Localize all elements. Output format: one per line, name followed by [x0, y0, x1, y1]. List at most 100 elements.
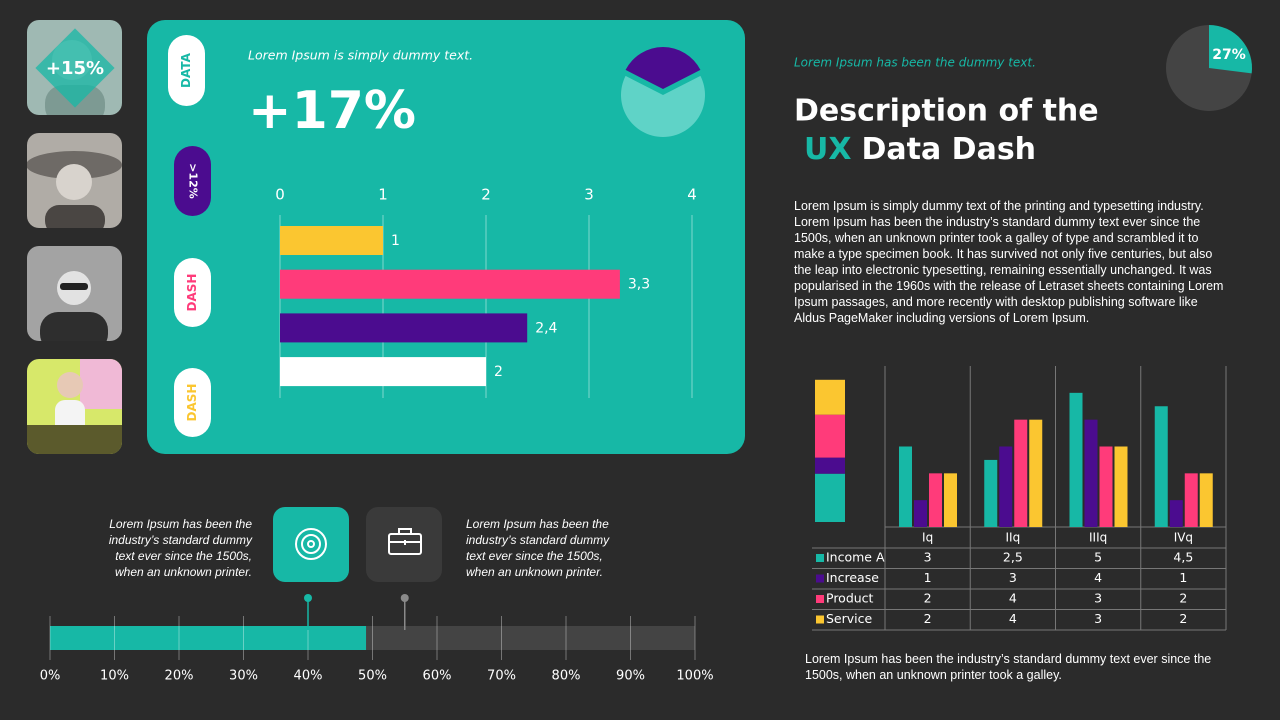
- bar: [944, 473, 957, 527]
- donut-slice: [1209, 25, 1252, 74]
- value-label: 3,3: [628, 277, 650, 293]
- photo: [27, 246, 122, 341]
- title: Description of the: [794, 94, 1099, 129]
- table-value: 2: [1179, 611, 1187, 626]
- panel-subtitle: Lorem Ipsum is simply dummy text.: [248, 48, 473, 63]
- stack-segment: [815, 473, 845, 522]
- x-tick-label: 0: [275, 186, 285, 204]
- title-highlight: UX: [804, 132, 852, 167]
- x-tick-label: 2: [481, 186, 491, 204]
- x-tick-label: 1: [378, 186, 388, 204]
- table-value: 4: [1094, 570, 1102, 585]
- tab: [168, 35, 205, 106]
- tab: [174, 258, 211, 327]
- icon-box[interactable]: [273, 507, 349, 582]
- progress-fill: [50, 626, 367, 650]
- legend-label: Increase: [826, 570, 879, 585]
- x-tick-label: 100%: [676, 669, 713, 684]
- tab: [174, 368, 211, 437]
- table-value: 3: [924, 550, 932, 565]
- body-text: Lorem Ipsum is simply dummy text of the …: [794, 199, 1224, 325]
- bar: [984, 459, 998, 527]
- x-tick-label: 60%: [423, 669, 452, 684]
- bar: [999, 446, 1013, 527]
- x-tick-label: 0%: [40, 669, 61, 684]
- tab-label: >12%: [187, 163, 200, 199]
- table-value: 3: [1094, 611, 1102, 626]
- tagline: Lorem Ipsum has been the dummy text.: [794, 56, 1036, 70]
- bar: [280, 357, 486, 387]
- briefcase-icon: [388, 528, 422, 555]
- x-tick-label: 40%: [294, 669, 323, 684]
- title: UX Data Dash: [804, 132, 1036, 167]
- target-icon: [295, 528, 327, 560]
- tab-label: DASH: [185, 384, 199, 422]
- bar: [1029, 419, 1043, 527]
- x-tick-label: IIq: [1006, 531, 1021, 545]
- value-label: 1: [391, 233, 400, 249]
- value-label: 2,4: [535, 320, 557, 336]
- note: Lorem Ipsum has been the industry’s stan…: [108, 517, 252, 579]
- table-value: 2: [924, 611, 932, 626]
- x-tick-label: 30%: [229, 669, 258, 684]
- bar: [1199, 473, 1213, 527]
- table-value: 1: [1179, 570, 1187, 585]
- legend-swatch: [816, 615, 824, 624]
- bar: [280, 226, 383, 255]
- table-value: 5: [1094, 550, 1102, 565]
- x-tick-label: Iq: [922, 531, 933, 545]
- photo-badge: +15%: [46, 58, 104, 79]
- bar: [1114, 446, 1128, 527]
- footnote: Lorem Ipsum has been the industry’s stan…: [805, 652, 1212, 682]
- stack-segment: [815, 379, 845, 415]
- x-tick-label: IIIq: [1089, 531, 1107, 545]
- bar: [1099, 446, 1113, 527]
- legend-swatch: [816, 554, 824, 562]
- legend-label: Income A: [826, 550, 885, 565]
- table-value: 2,5: [1003, 550, 1023, 565]
- marker-dot: [304, 594, 312, 602]
- x-tick-label: IVq: [1174, 531, 1193, 545]
- pie-slice: [625, 46, 701, 89]
- table-value: 4,5: [1173, 550, 1193, 565]
- photo: [27, 133, 122, 228]
- table-value: 3: [1009, 570, 1017, 585]
- bar: [1014, 419, 1028, 527]
- stack-segment: [815, 414, 845, 458]
- tab-label: DASH: [185, 274, 199, 312]
- table-value: 2: [1179, 591, 1187, 606]
- x-tick-label: 20%: [165, 669, 194, 684]
- tab: [174, 146, 211, 216]
- photo: +15%: [27, 20, 122, 115]
- stack-segment: [815, 457, 845, 474]
- table-value: 4: [1009, 591, 1017, 606]
- bar: [914, 500, 927, 527]
- bar: [899, 446, 912, 527]
- panel: [147, 20, 745, 454]
- x-tick-label: 80%: [552, 669, 581, 684]
- table-value: 3: [1094, 591, 1102, 606]
- legend-swatch: [816, 595, 824, 603]
- bar: [929, 473, 942, 527]
- table-value: 4: [1009, 611, 1017, 626]
- bar: [1184, 473, 1198, 527]
- x-tick-label: 4: [687, 186, 697, 204]
- bar: [1154, 406, 1168, 527]
- x-tick-label: 90%: [616, 669, 645, 684]
- legend-label: Service: [826, 611, 873, 626]
- x-tick-label: 70%: [487, 669, 516, 684]
- photo: [27, 359, 122, 454]
- title-rest: Data Dash: [862, 132, 1037, 167]
- bar: [1084, 419, 1098, 527]
- donut-label: 27%: [1212, 47, 1246, 63]
- x-tick-label: 10%: [100, 669, 129, 684]
- table-value: 1: [924, 570, 932, 585]
- tab-label: DATA: [179, 52, 193, 88]
- headline: +17%: [248, 81, 416, 141]
- note: Lorem Ipsum has been the industry’s stan…: [466, 517, 610, 579]
- value-label: 2: [494, 364, 503, 380]
- bar: [1169, 500, 1183, 527]
- x-tick-label: 3: [584, 186, 594, 204]
- pie-slice: [621, 75, 706, 137]
